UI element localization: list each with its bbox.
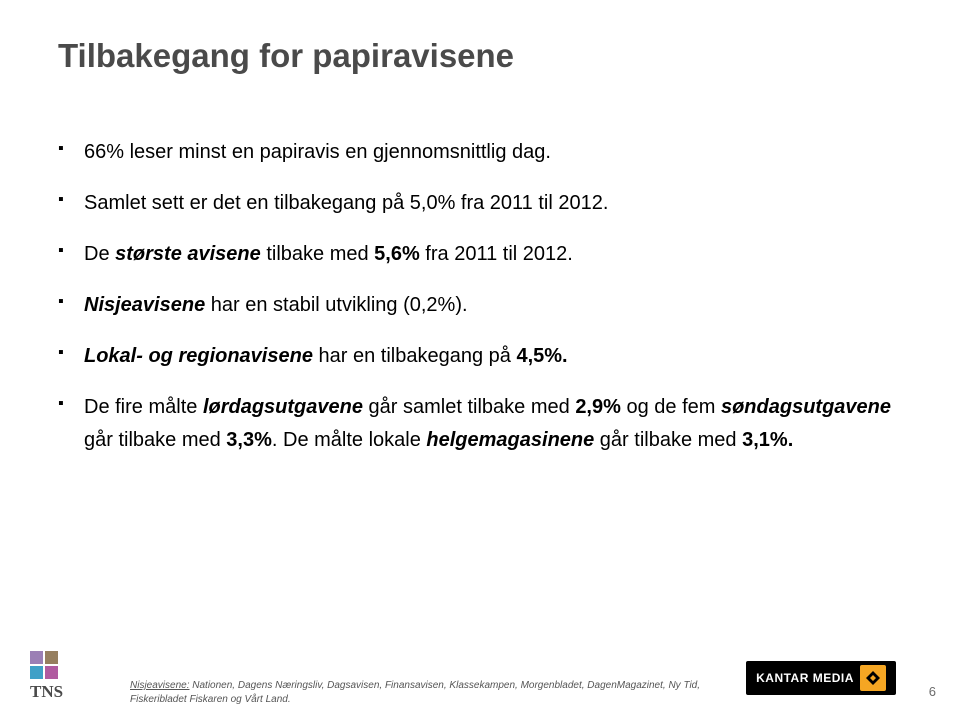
bullet-emph: Nisjeavisene xyxy=(84,294,205,316)
footnote-body: Nationen, Dagens Næringsliv, Dagsavisen,… xyxy=(130,680,700,705)
list-item: Samlet sett er det en tilbakegang på 5,0… xyxy=(58,187,902,220)
page-number: 6 xyxy=(929,684,936,699)
footnote: Nisjeavisene: Nationen, Dagens Næringsli… xyxy=(130,679,710,707)
bullet-emph: lørdagsutgavene xyxy=(203,396,363,418)
list-item: 66% leser minst en papiravis en gjennoms… xyxy=(58,136,902,169)
page-title: Tilbakegang for papiravisene xyxy=(58,36,902,76)
bullet-text: går samlet tilbake med xyxy=(363,396,575,418)
bullet-emph: søndagsutgavene xyxy=(721,396,891,418)
bullet-text: og de fem xyxy=(621,396,721,418)
slide: Tilbakegang for papiravisene 66% leser m… xyxy=(0,0,960,721)
bullet-emph: Lokal- og regionavisene xyxy=(84,345,313,367)
bullet-text: De xyxy=(84,243,115,265)
bullet-text: 66% leser minst en papiravis en gjennoms… xyxy=(84,141,551,163)
svg-text:TNS: TNS xyxy=(30,682,63,699)
bullet-list: 66% leser minst en papiravis en gjennoms… xyxy=(58,136,902,457)
bullet-text: går tilbake med xyxy=(594,429,742,451)
bullet-text: tilbake med xyxy=(261,243,374,265)
kantar-text: KANTAR MEDIA xyxy=(756,671,854,685)
bullet-value: 3,1%. xyxy=(742,429,793,451)
bullet-text: har en tilbakegang på xyxy=(313,345,517,367)
list-item: Lokal- og regionavisene har en tilbakega… xyxy=(58,340,902,373)
bullet-text: fra 2011 til 2012. xyxy=(420,243,573,265)
list-item: De største avisene tilbake med 5,6% fra … xyxy=(58,238,902,271)
bullet-text: går tilbake med xyxy=(84,429,226,451)
tns-logo-svg: TNS xyxy=(30,651,90,699)
footnote-label: Nisjeavisene: xyxy=(130,680,189,691)
bullet-emph: største avisene xyxy=(115,243,261,265)
bullet-emph: helgemagasinene xyxy=(426,429,594,451)
bullet-value: 5,6% xyxy=(374,243,420,265)
bullet-text: . De målte lokale xyxy=(272,429,427,451)
kantar-badge-icon xyxy=(860,665,886,691)
bullet-text: De fire målte xyxy=(84,396,203,418)
bullet-value: 2,9% xyxy=(575,396,621,418)
kantar-media-logo: KANTAR MEDIA xyxy=(746,661,896,695)
bullet-value: 4,5%. xyxy=(516,345,567,367)
list-item: Nisjeavisene har en stabil utvikling (0,… xyxy=(58,289,902,322)
list-item: De fire målte lørdagsutgavene går samlet… xyxy=(58,391,902,457)
footer: TNS Nisjeavisene: Nationen, Dagens Nærin… xyxy=(0,633,960,721)
bullet-text: har en stabil utvikling (0,2%). xyxy=(205,294,467,316)
tns-logo: TNS xyxy=(30,651,90,699)
bullet-value: 3,3% xyxy=(226,429,272,451)
bullet-text: Samlet sett er det en tilbakegang på 5,0… xyxy=(84,192,608,214)
